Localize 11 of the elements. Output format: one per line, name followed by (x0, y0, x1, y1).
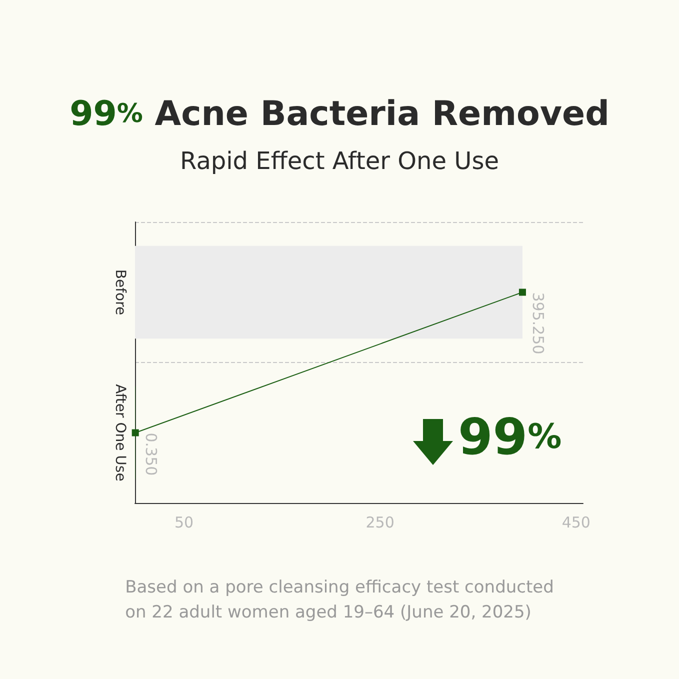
x-tick-label: 250 (366, 514, 394, 532)
x-tick-label: 50 (174, 514, 194, 532)
text: Based on a pore cleansing efficacy test conducted on 22 adult women aged 19–64 (June 20, 2025) (125, 578, 554, 622)
y-tick-label: After One Use (112, 384, 128, 482)
annotation: 99% (458, 408, 562, 466)
x-tick-label: 450 (562, 514, 590, 532)
y-tick-label: Before (112, 269, 128, 316)
chart-title: 99% Acne Bacteria Removed (70, 94, 610, 134)
data-label: 395.250 (528, 292, 547, 354)
chart-subtitle: Rapid Effect After One Use (180, 147, 499, 175)
data-label: 0.350 (142, 432, 160, 476)
